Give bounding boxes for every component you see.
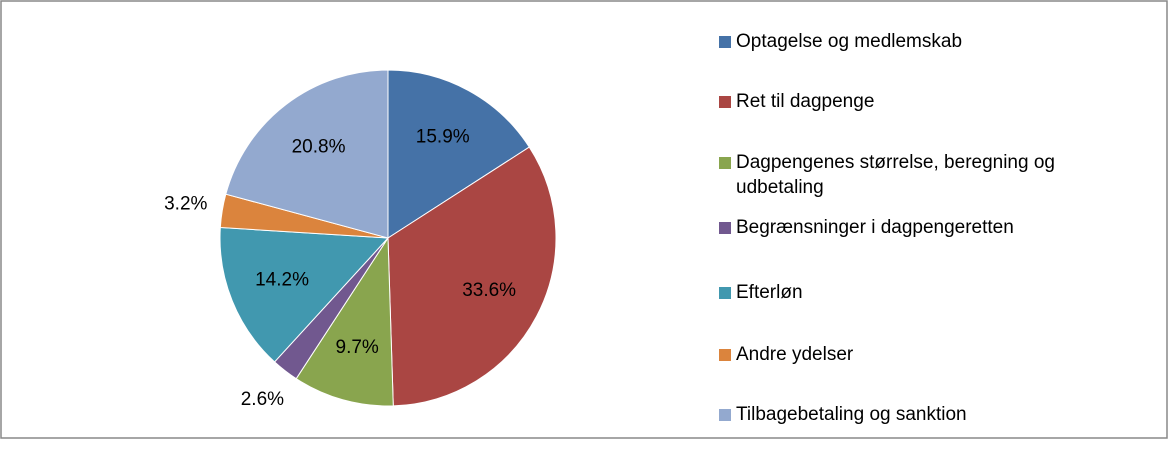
legend-swatch — [719, 222, 731, 234]
legend-label: Optagelse og medlemskab — [736, 31, 963, 52]
legend-label: Ret til dagpenge — [736, 91, 875, 112]
data-label: 33.6% — [462, 280, 516, 301]
legend-label: Dagpengenes størrelse, beregning og udbe… — [736, 152, 1055, 198]
legend-swatch — [719, 349, 731, 361]
legend-item: Optagelse og medlemskab — [719, 29, 1139, 54]
legend-label: Efterløn — [736, 282, 803, 303]
legend-swatch — [719, 409, 731, 421]
pie-slice — [387, 146, 557, 407]
legend-item: Dagpengenes størrelse, beregning og udbe… — [719, 150, 1139, 200]
pie-slice — [219, 226, 390, 363]
data-label: 14.2% — [255, 270, 309, 291]
legend-label: Andre ydelser — [736, 344, 854, 365]
legend-item: Ret til dagpenge — [719, 89, 1139, 114]
pie-slice — [225, 69, 389, 239]
data-label: 2.6% — [241, 389, 284, 410]
legend-item: Efterløn — [719, 280, 1139, 305]
data-label: 3.2% — [164, 194, 207, 215]
legend-swatch — [719, 36, 731, 48]
data-label: 9.7% — [336, 337, 379, 358]
legend-swatch — [719, 96, 731, 108]
legend-label: Begrænsninger i dagpengeretten — [736, 217, 1014, 238]
legend-swatch — [719, 157, 731, 169]
data-label: 20.8% — [292, 136, 346, 157]
pie-slice — [295, 236, 394, 407]
legend-item: Begrænsninger i dagpengeretten — [719, 215, 1139, 240]
legend-label: Tilbagebetaling og sanktion — [736, 404, 967, 425]
legend-item: Andre ydelser — [719, 342, 1139, 367]
pie-slice — [387, 69, 530, 239]
data-label: 15.9% — [416, 127, 470, 148]
frame — [0, 0, 1168, 439]
legend-swatch — [719, 287, 731, 299]
legend-item: Tilbagebetaling og sanktion — [719, 402, 1139, 427]
